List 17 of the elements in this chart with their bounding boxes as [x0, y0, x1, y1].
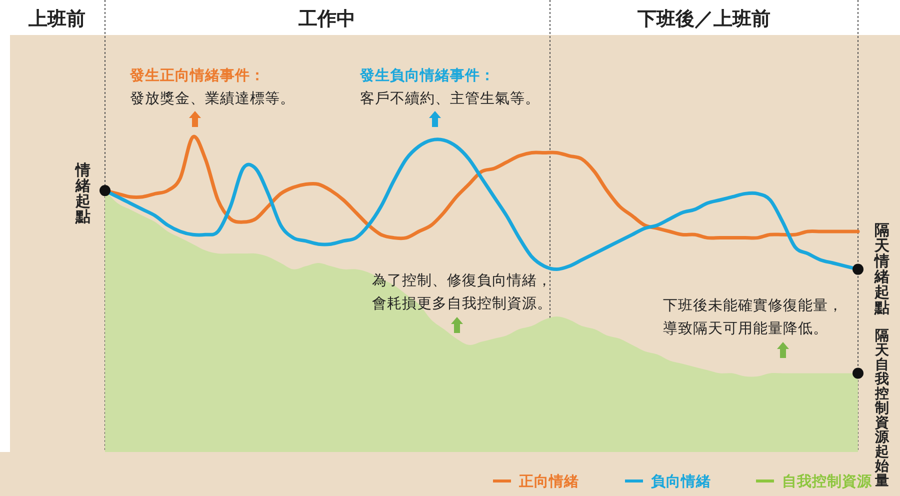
text: 客戶不續約、主管生氣等。 — [360, 90, 540, 107]
series-label: 自我控制資源 — [782, 473, 873, 490]
annotation: 導致隔天可用能量降低。 — [663, 320, 828, 337]
text: 上班前 — [28, 8, 86, 30]
legend-label: 負向情緒 — [651, 473, 711, 490]
text: 發放獎金、業績達標等。 — [130, 90, 295, 107]
annotation: 為了控制、修復負向情緒， — [372, 272, 552, 289]
text: 工作中 — [298, 8, 356, 30]
text: 情緒起點 — [74, 162, 90, 226]
annotation: 下班後未能確實修復能量， — [663, 297, 843, 314]
legend-label: 正向情緒 — [518, 473, 579, 490]
text: 發生正向情緒事件： — [129, 67, 265, 84]
text: 下班後／上班前 — [636, 8, 770, 30]
text: 隔天情緒起點 — [874, 222, 890, 316]
annotation: 會耗損更多自我控制資源。 — [372, 295, 552, 312]
text: 發生負向情緒事件： — [359, 67, 495, 84]
text: 隔天自我控制資源起始量 — [875, 327, 889, 488]
